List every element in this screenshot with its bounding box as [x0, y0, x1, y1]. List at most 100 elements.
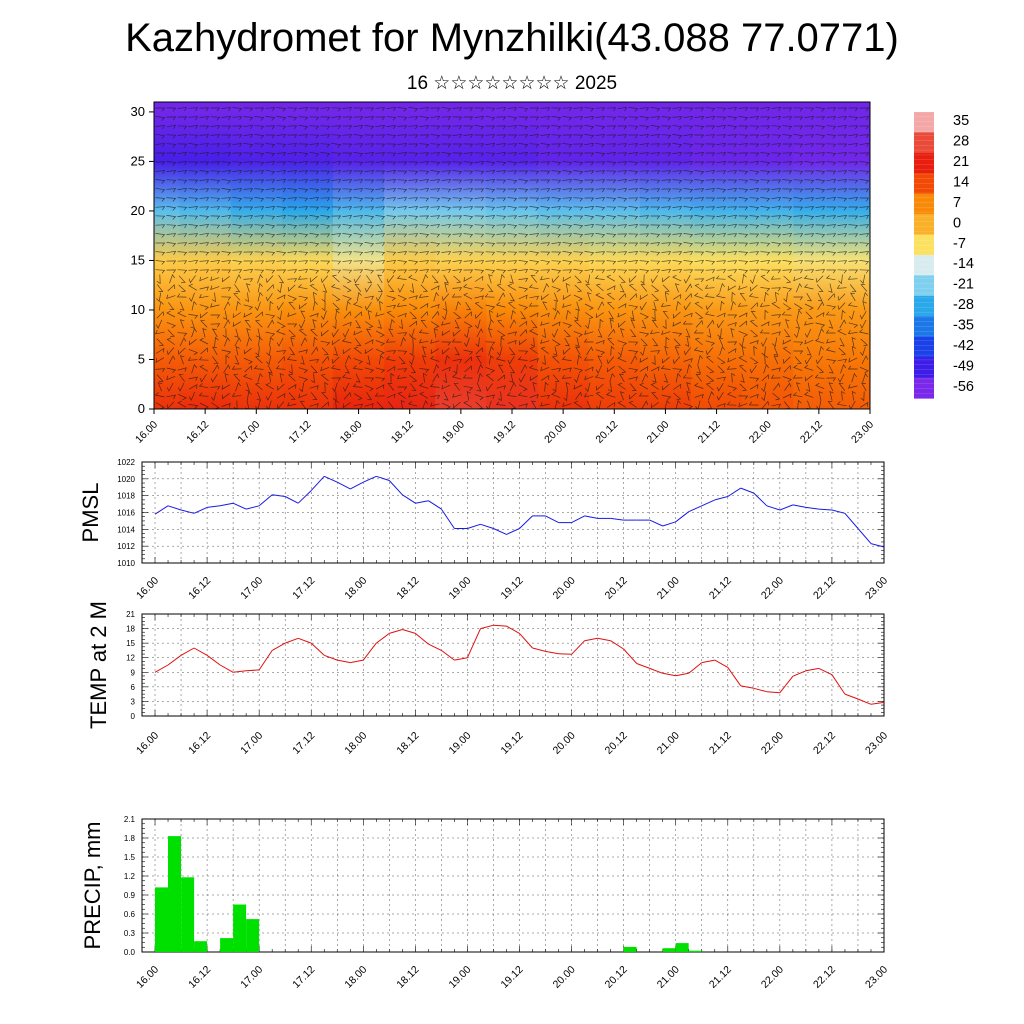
- wind-barb: [672, 332, 683, 337]
- wind-barb: [375, 152, 386, 157]
- wind-barb: [210, 242, 221, 247]
- wind-barb: [430, 224, 441, 229]
- wind-barb: [309, 170, 320, 175]
- wind-barb: [575, 391, 583, 400]
- x-tick-label: 16.12: [186, 964, 213, 991]
- wind-barb: [188, 215, 199, 220]
- wind-barb: [606, 125, 617, 130]
- wind-barb: [474, 125, 485, 130]
- wind-barb: [774, 291, 780, 302]
- wind-barb: [320, 134, 331, 139]
- wind-barb: [650, 161, 661, 166]
- wind-barb: [312, 291, 318, 302]
- wind-barb: [563, 391, 568, 402]
- wind-barb: [310, 373, 315, 384]
- wind-barb: [748, 401, 759, 406]
- wind-barb: [859, 206, 870, 211]
- wind-barb: [517, 392, 528, 398]
- wind-barb: [321, 301, 326, 312]
- wind-barb: [562, 215, 573, 220]
- wind-barb: [390, 372, 395, 383]
- wind-barb: [155, 187, 166, 193]
- wind-barb: [232, 269, 243, 274]
- series-segment: [636, 663, 650, 669]
- wind-barb: [287, 294, 297, 302]
- wind-barb: [665, 336, 670, 347]
- wind-barb: [826, 152, 837, 157]
- wind-barb: [783, 303, 792, 311]
- wind-barb: [826, 260, 837, 265]
- y-tick-label: 15: [131, 252, 145, 267]
- wind-barb: [738, 188, 749, 193]
- y-tick-label: 1.5: [124, 853, 136, 862]
- wind-barb: [154, 330, 165, 335]
- wind-barb: [628, 259, 639, 265]
- wind-barb: [166, 294, 176, 299]
- wind-barb: [794, 356, 802, 365]
- wind-barb: [540, 215, 551, 220]
- wind-barb: [276, 302, 284, 311]
- series-segment: [662, 672, 676, 677]
- wind-barb: [298, 160, 309, 166]
- series-segment: [558, 653, 572, 655]
- heatmap-column: [435, 102, 488, 409]
- wind-barb: [441, 206, 452, 211]
- wind-barb: [320, 206, 331, 211]
- wind-barb: [221, 152, 232, 157]
- wind-barb: [716, 320, 724, 329]
- series-segment: [271, 642, 286, 651]
- wind-barb: [641, 373, 649, 383]
- wind-barb: [352, 383, 363, 388]
- wind-barb: [430, 303, 440, 309]
- wind-barb: [619, 283, 625, 293]
- wind-barb: [199, 402, 209, 409]
- wind-barb: [806, 293, 812, 302]
- series-segment: [727, 487, 742, 497]
- wind-barb: [771, 205, 782, 210]
- wind-barb: [749, 152, 760, 157]
- wind-barb: [455, 300, 461, 311]
- wind-barb: [716, 242, 727, 247]
- wind-barb: [606, 285, 616, 291]
- wind-barb: [496, 206, 507, 211]
- wind-barb: [255, 319, 263, 328]
- wind-barb: [518, 125, 529, 130]
- wind-barb: [265, 197, 276, 202]
- wind-barb: [386, 143, 397, 148]
- wind-barb: [818, 328, 825, 338]
- wind-barb: [764, 354, 769, 365]
- wind-barb: [518, 241, 529, 247]
- wind-barb: [364, 269, 375, 274]
- wind-barb: [683, 179, 694, 184]
- wind-barb: [606, 215, 617, 220]
- wind-barb: [672, 311, 681, 319]
- wind-barb: [551, 125, 562, 130]
- wind-barb: [452, 251, 463, 256]
- wind-barb: [386, 233, 397, 238]
- wind-barb: [759, 302, 770, 307]
- wind-barb: [265, 188, 276, 193]
- wind-barb: [199, 134, 210, 139]
- wind-barb: [573, 367, 584, 373]
- wind-barb: [595, 161, 606, 166]
- wind-barb: [606, 188, 617, 193]
- wind-barb: [342, 242, 353, 247]
- wind-barb: [345, 300, 351, 311]
- wind-barb: [495, 302, 506, 308]
- wind-barb: [441, 293, 450, 302]
- wind-barb: [495, 356, 506, 362]
- wind-barb: [584, 107, 595, 112]
- colorbar-swatch: [914, 214, 934, 236]
- wind-barb: [169, 274, 175, 284]
- wind-barb: [463, 242, 474, 247]
- colorbar-label: -42: [953, 338, 974, 354]
- wind-barb: [518, 350, 529, 355]
- wind-barb: [731, 291, 736, 302]
- wind-barb: [584, 215, 595, 220]
- wind-barb: [320, 373, 329, 382]
- wind-barb: [232, 134, 243, 139]
- wind-barb: [243, 152, 254, 157]
- wind-barb: [199, 161, 210, 166]
- wind-barb: [727, 391, 737, 399]
- series-segment: [805, 667, 819, 672]
